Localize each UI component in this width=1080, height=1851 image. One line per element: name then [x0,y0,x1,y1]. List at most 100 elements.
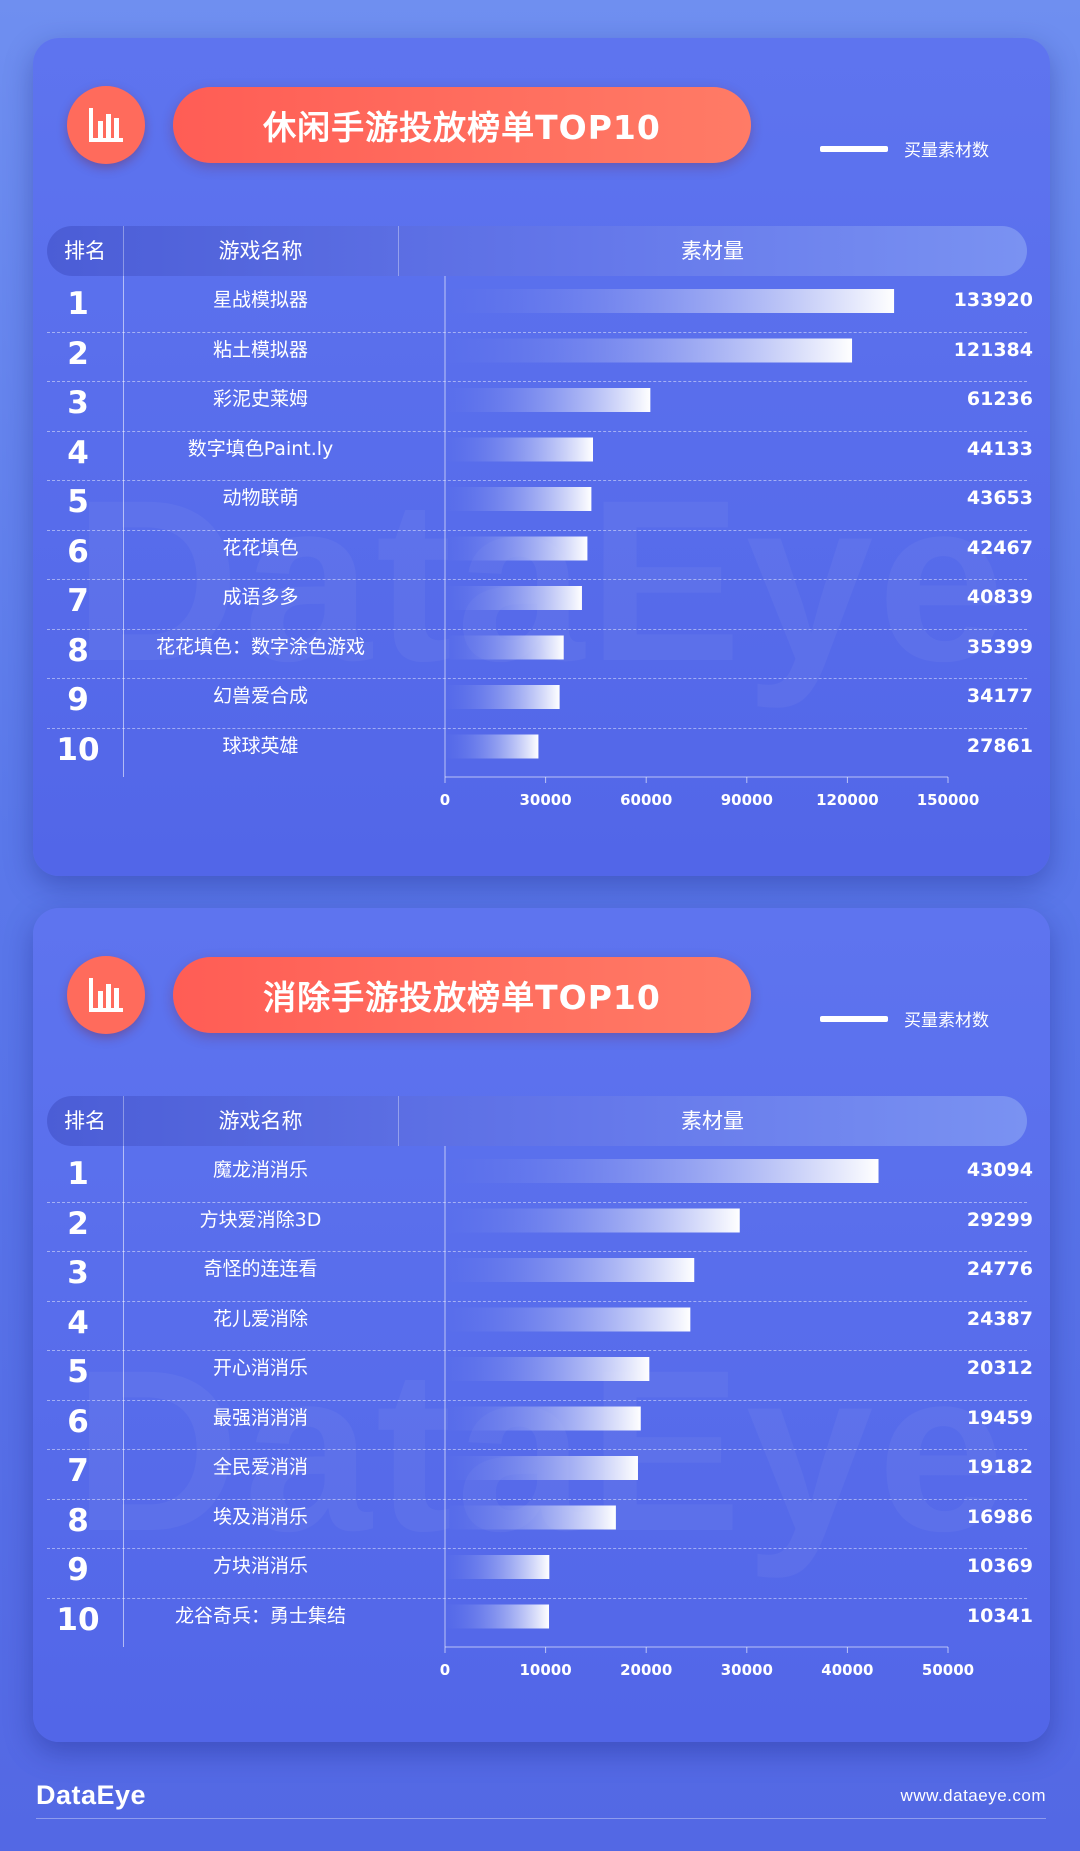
rank-number: 4 [67,434,89,471]
game-name: 开心消消乐 [212,1357,308,1379]
bar-value-label: 10369 [966,1555,1033,1577]
bar-value-label: 133920 [953,289,1033,311]
bar-value-label: 10341 [966,1604,1033,1627]
chart-title: 休闲手游投放榜单TOP10 [173,87,751,163]
footer-brand: DataEye [36,1780,147,1810]
bar [446,1357,650,1381]
game-name: 成语多多 [222,586,299,608]
row-divider [47,1251,1027,1252]
header-name: 游戏名称 [218,1109,303,1133]
bar [446,1456,638,1480]
bar-chart: 0 30000 60000 90000 120000 150000 [440,276,980,809]
column-separator [123,276,124,777]
table-row: 6 最强消消消 19459 [33,1394,1050,1443]
bar [446,635,564,660]
row-divider [47,1399,1027,1401]
table-row: 6 花花填色 42467 [33,524,1050,573]
rank-number: 7 [67,583,89,619]
header-separator [398,1096,399,1146]
row-divider [47,331,1027,333]
bar-value-label: 19459 [966,1406,1033,1429]
row-divider [47,1350,1027,1351]
row-divider [47,529,1027,531]
game-name: 最强消消消 [212,1406,308,1429]
bar [446,685,560,709]
bar [446,586,582,610]
x-tick-label: 60000 [620,791,672,809]
game-name: 埃及消消乐 [212,1505,308,1528]
x-tick-label: 20000 [620,1661,672,1679]
game-name: 奇怪的连连看 [203,1258,318,1280]
rank-number: 6 [67,533,89,570]
table-header: 排名 游戏名称 素材量 [47,226,1027,276]
footer-divider [36,1818,1046,1819]
row-divider [47,628,1027,630]
x-tick-label: 90000 [721,791,773,809]
x-tick-label: 150000 [917,791,980,809]
row-divider [47,579,1027,580]
legend-label: 买量素材数 [904,1011,989,1031]
bar-value-label: 43094 [966,1159,1033,1181]
x-tick-label: 120000 [816,791,879,809]
bar-value-label: 27861 [966,734,1033,757]
row-divider [47,381,1027,382]
bar [446,338,853,363]
bar-value-label: 24387 [966,1307,1033,1330]
table-row: 3 奇怪的连连看 24776 [33,1245,1050,1294]
header-separator [123,1096,124,1146]
bar [446,437,593,462]
bar-value-label: 20312 [966,1357,1033,1379]
bar-value-label: 35399 [966,635,1033,658]
legend-line [820,1015,888,1022]
legend: 买量素材数 [820,1006,989,1031]
header-separator [123,226,124,276]
table-row: 7 成语多多 40839 [33,573,1050,622]
chart-title: 消除手游投放榜单TOP10 [173,957,751,1033]
x-tick-label: 50000 [922,1661,974,1679]
footer-url[interactable]: www.dataeye.com [900,1786,1046,1805]
bar [446,1406,641,1431]
rank-number: 6 [67,1403,89,1440]
bar-value-label: 44133 [966,437,1033,460]
bar-value-label: 34177 [966,685,1033,707]
match-games-panel: DataEye 消除手游投放榜单TOP10 买量素材数 排名 游戏名称 素材量 … [33,908,1050,1742]
row-divider [47,1548,1027,1549]
table-row: 1 魔龙消消乐 43094 [33,1146,1050,1195]
row-divider [47,430,1027,432]
table-row: 10 球球英雄 27861 [33,722,1050,771]
row-divider [47,678,1027,679]
table-row: 5 动物联萌 43653 [33,474,1050,523]
table-row: 5 开心消消乐 20312 [33,1344,1050,1393]
bar [446,1555,550,1579]
header-rank: 排名 [64,239,106,263]
table-header: 排名 游戏名称 素材量 [47,1096,1027,1146]
bar [446,1208,740,1233]
game-name: 魔龙消消乐 [212,1159,308,1181]
game-name: 方块爱消除3D [199,1208,322,1231]
table-row: 9 幻兽爱合成 34177 [33,672,1050,721]
x-tick-label: 10000 [520,1661,572,1679]
table-row: 9 方块消消乐 10369 [33,1542,1050,1591]
x-tick-label: 40000 [821,1661,873,1679]
rank-number: 10 [56,1601,100,1638]
table-row: 7 全民爱消消 19182 [33,1443,1050,1492]
bar-chart-icon [89,978,123,1012]
rank-number: 5 [67,1354,89,1390]
table-row: 8 花花填色：数字涂色游戏 35399 [33,623,1050,672]
game-name: 幻兽爱合成 [212,685,308,707]
table-row: 2 粘土模拟器 121384 [33,326,1050,375]
legend: 买量素材数 [820,136,989,161]
game-name: 全民爱消消 [212,1456,308,1478]
rank-number: 3 [67,1255,89,1291]
table-row: 2 方块爱消除3D 29299 [33,1196,1050,1245]
game-name: 花花填色：数字涂色游戏 [155,635,365,658]
rank-number: 3 [67,385,89,421]
rank-number: 2 [67,335,89,372]
rank-number: 4 [67,1304,89,1341]
rank-number: 1 [67,1156,89,1192]
rank-number: 1 [67,286,89,322]
row-divider [47,1449,1027,1450]
bar [446,734,539,759]
header-name: 游戏名称 [218,239,303,263]
rank-number: 8 [67,632,89,669]
